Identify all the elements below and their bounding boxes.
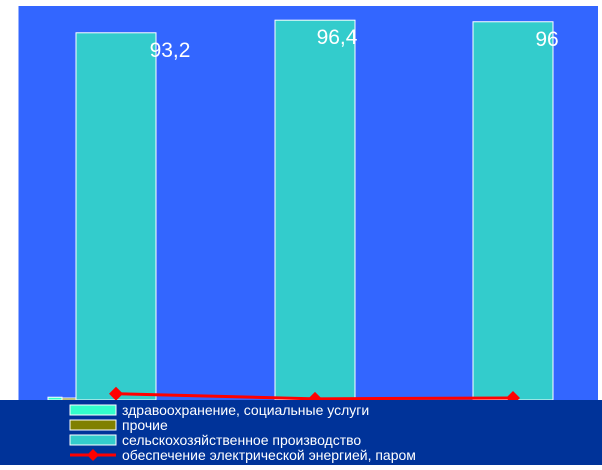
bar-agriculture <box>274 19 356 401</box>
legend-label: обеспечение электрической энергией, паро… <box>122 447 416 463</box>
bar-other <box>61 397 77 401</box>
line-marker <box>109 386 123 401</box>
legend-swatch <box>69 434 117 446</box>
data-label: 96,4 <box>317 26 358 49</box>
legend-label: сельскохозяйственное производство <box>122 432 361 448</box>
legend-marker <box>87 449 99 461</box>
data-labels: 93,2 96,4 96 <box>150 26 559 62</box>
legend-swatch <box>69 419 117 431</box>
legend-items: здравоохранение, социальные услугипрочие… <box>69 402 416 463</box>
data-label: 96 <box>535 28 558 51</box>
bars <box>47 19 554 401</box>
y-ticks <box>14 5 18 401</box>
bar-agriculture <box>472 21 554 401</box>
bar-health <box>47 396 63 401</box>
legend-label: прочие <box>122 417 168 433</box>
legend-swatch <box>69 404 117 416</box>
bar-agriculture <box>75 32 157 401</box>
legend-label: здравоохранение, социальные услуги <box>122 402 369 418</box>
data-label: 93,2 <box>150 39 191 62</box>
